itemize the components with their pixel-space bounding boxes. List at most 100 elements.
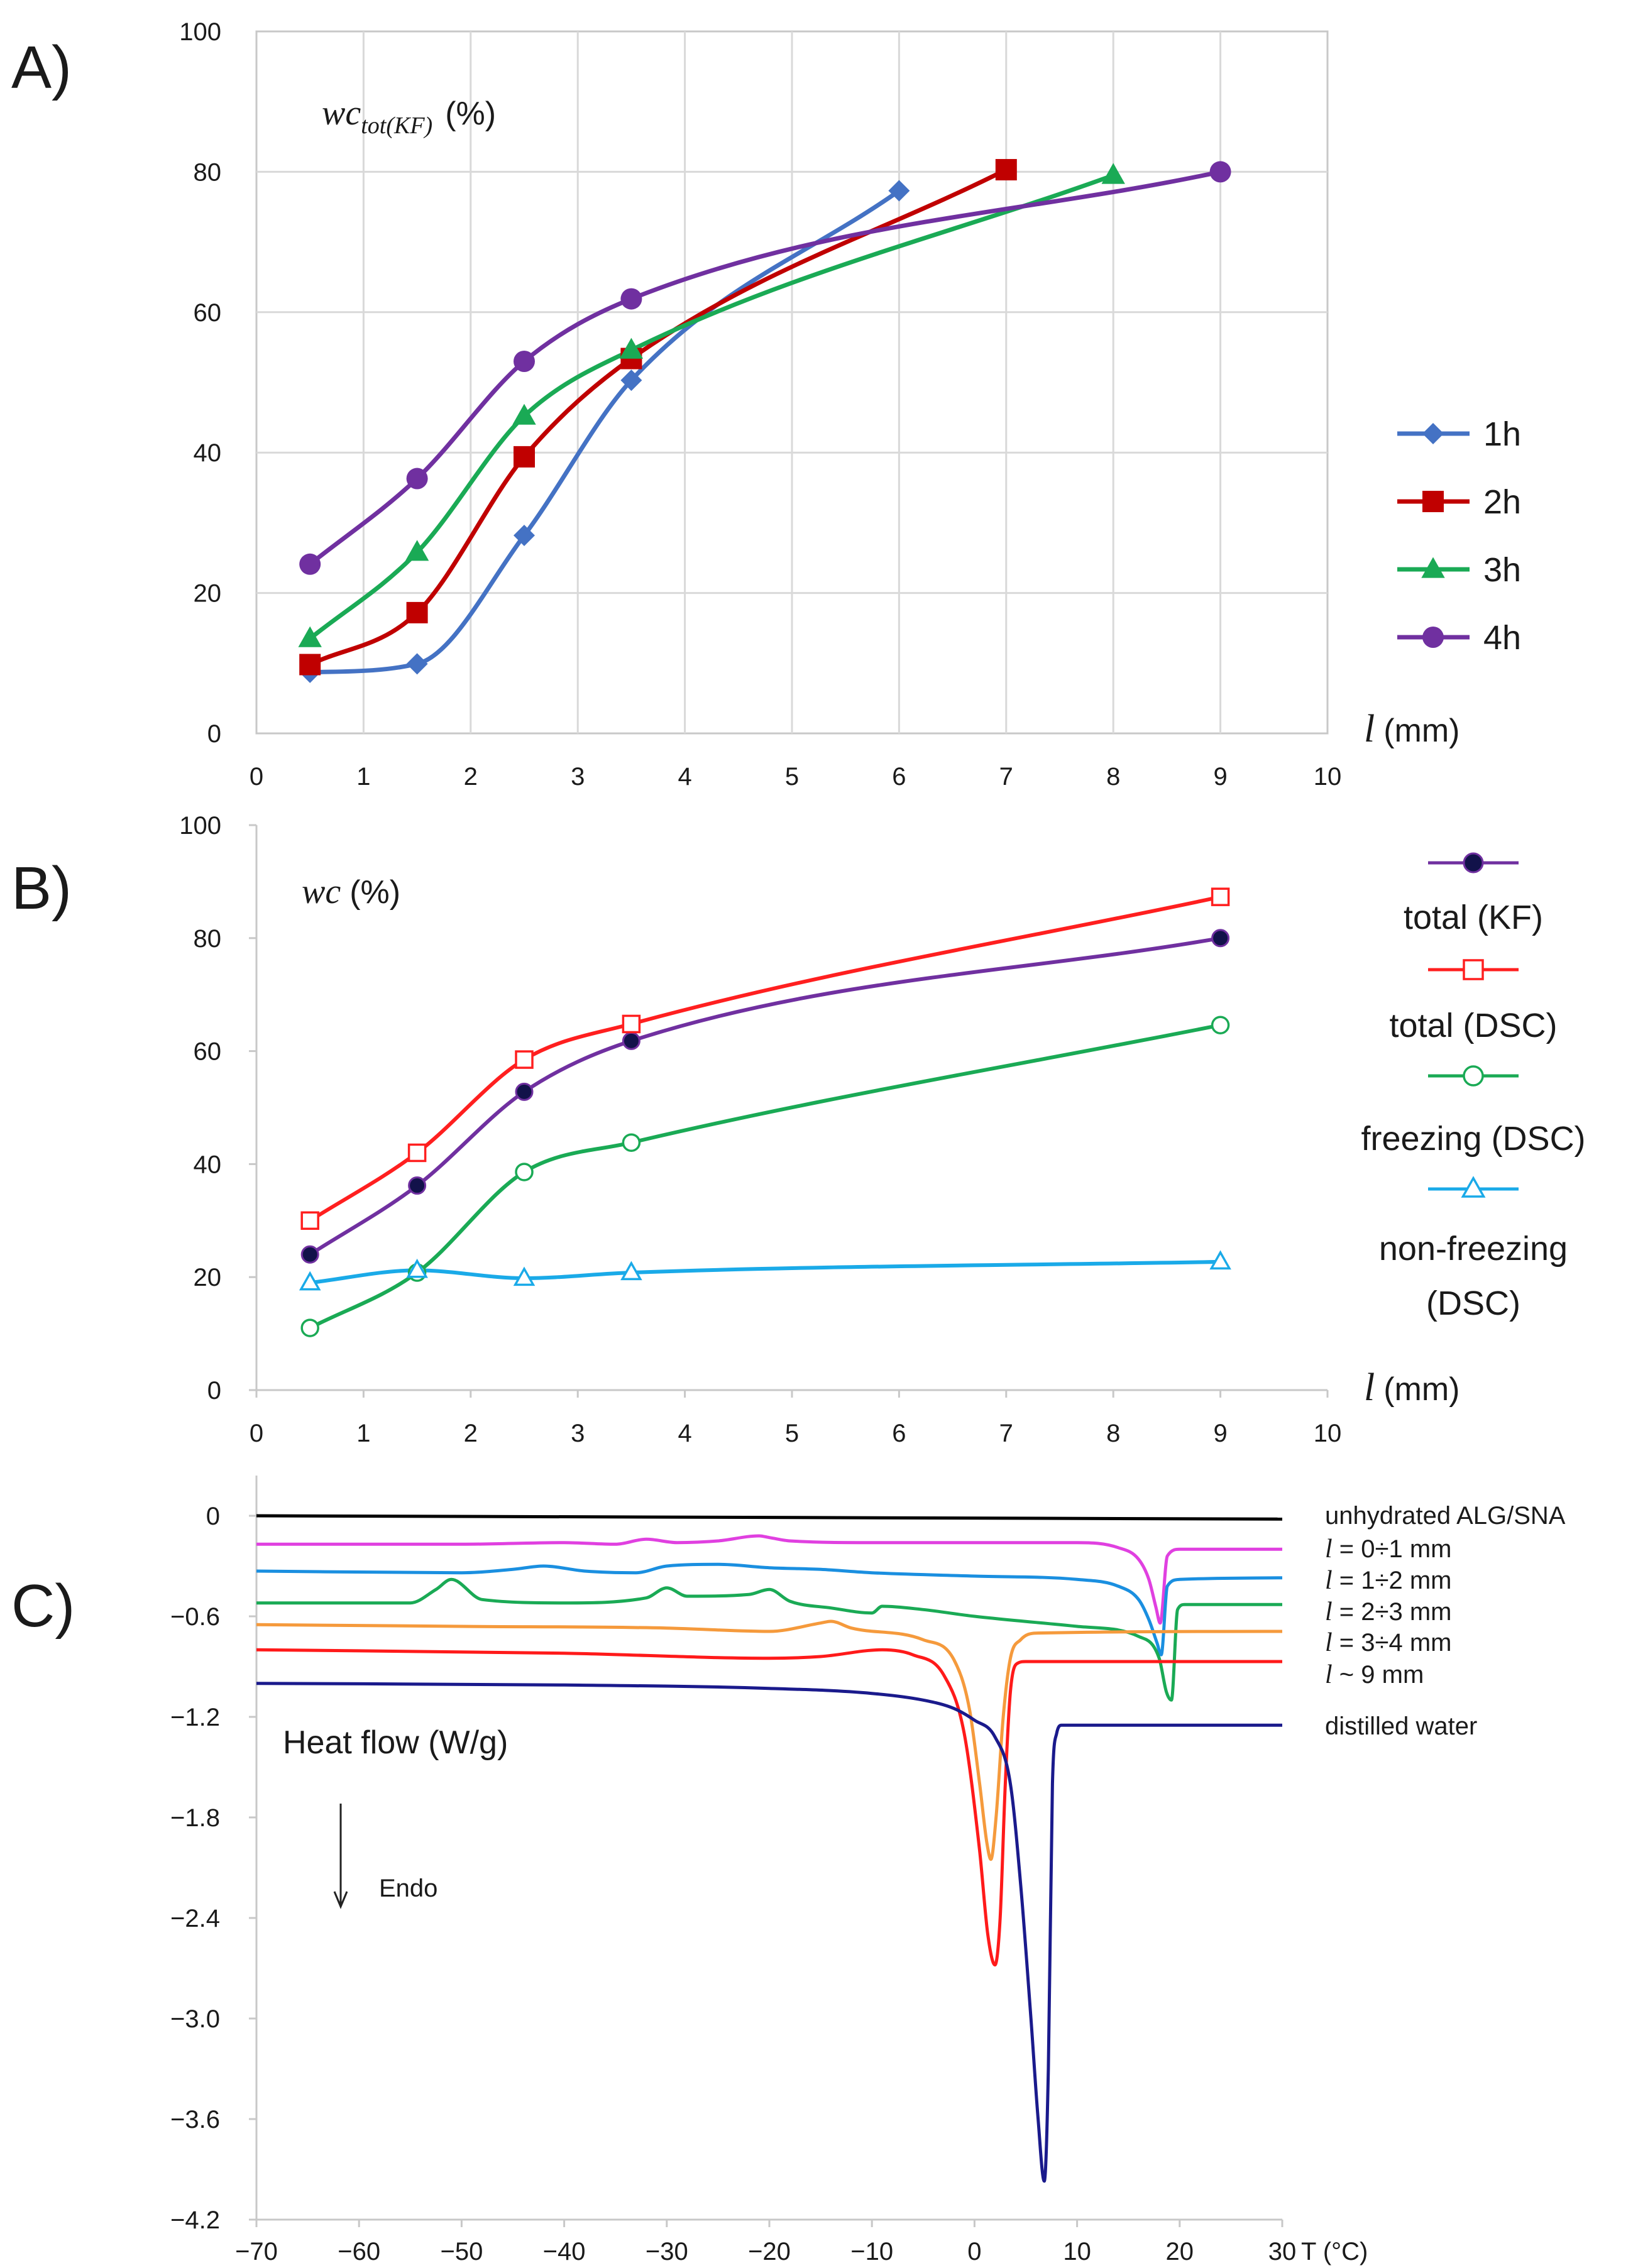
panel-c-xtick-label: −30 [646, 2238, 688, 2265]
panel-b-legend-label-total-kf: total (KF) [1404, 899, 1543, 936]
panel-b-legend-marker-non-freezing-dsc [1461, 1176, 1486, 1198]
panel-a-line-4h [307, 169, 1223, 567]
panel-c-ytick-label: −1.2 [170, 1704, 220, 1731]
panel-a-ytick-label: 80 [194, 158, 222, 186]
panel-a-point-4h [406, 468, 428, 490]
panel-a-legend-label-3h: 3h [1483, 551, 1521, 589]
panel-a-point-3h [1101, 163, 1125, 184]
panel-c-xtick-label: −40 [543, 2238, 586, 2265]
panel-a-point-2h [406, 601, 428, 623]
panel-b-point-freezing-dsc [300, 1318, 319, 1337]
panel-a-ylabel: wctot(KF) (%) [322, 94, 496, 139]
panel-a-xtick-label: 0 [250, 763, 263, 791]
panel-b-xtick-label: 5 [785, 1420, 799, 1447]
panel-b-point-total-kf [515, 1082, 534, 1101]
panel-a-xtick-label: 10 [1314, 763, 1342, 791]
panel-c-xtick-label: −10 [850, 2238, 893, 2265]
panel-b-point-freezing-dsc [1211, 1016, 1230, 1034]
endo-arrow-icon [333, 1804, 348, 1909]
panel-b-point-total-kf [622, 1031, 640, 1050]
panel-b-point-total-dsc [300, 1211, 319, 1230]
panel-c-line-distilled-water [256, 1682, 1282, 2183]
panel-b-xtick-label: 2 [464, 1420, 478, 1447]
panel-c-ytick-label: −3.6 [170, 2106, 220, 2134]
panel-a-point-3h [405, 540, 429, 561]
panel-b-markers [299, 887, 1231, 1337]
panel-a-point-4h [514, 350, 535, 372]
panel-c-ytick-label: 0 [206, 1503, 220, 1530]
panel-a-xtick-label: 7 [999, 763, 1013, 791]
panel-a-ytick-label: 0 [207, 720, 221, 748]
panel-b-point-total-dsc [407, 1143, 427, 1163]
panel-b-line-total-kf [308, 936, 1223, 1257]
panel-a-markers [298, 159, 1231, 683]
panel-a-line-3h [307, 173, 1116, 641]
panel-b-ytick-label: 20 [194, 1264, 222, 1291]
panel-a-xtick-label: 3 [571, 763, 585, 791]
panel-b-point-total-kf [1211, 929, 1230, 948]
panel-c-ylabel: Heat flow (W/g) [283, 1724, 508, 1761]
panel-b-point-total-dsc [1211, 887, 1230, 906]
panel-a-point-2h [299, 654, 321, 676]
panel-b-series-lines [308, 895, 1223, 1330]
panel-a-point-1h [620, 370, 642, 392]
panel-b-ytick-label: 60 [194, 1038, 222, 1066]
panel-a-xtick-label: 5 [785, 763, 799, 791]
panel-b-legend-label-total-dsc: total (DSC) [1389, 1007, 1557, 1044]
panel-a-point-3h [512, 403, 536, 425]
panel-a-xtick-label: 9 [1213, 763, 1227, 791]
panel-b-ytick-label: 100 [179, 812, 221, 840]
panel-c-line-l-1-2-mm [256, 1562, 1283, 1657]
panel-a-legend-marker-4h [1422, 627, 1444, 648]
panel-a-xtick-label: 6 [892, 763, 906, 791]
panel-a-legend: 1h 2h 3h 4h [1397, 415, 1521, 657]
panel-c-line-l-2-3-mm [256, 1577, 1282, 1702]
panel-c-line-l-9-mm [256, 1648, 1282, 1967]
panel-a-series-lines [307, 167, 1223, 675]
panel-a-point-4h [620, 288, 642, 310]
panel-c-ytick-label: −0.6 [170, 1603, 220, 1631]
panel-b-ytick-label: 80 [194, 925, 222, 953]
panel-a-line-1h [307, 189, 901, 675]
panel-c-ytick-label: −3.0 [170, 2005, 220, 2033]
panel-b-point-non-freezing-dsc [1209, 1250, 1231, 1270]
panel-b-line-non-freezing-dsc [308, 1259, 1223, 1285]
panel-c-xtick-label: −70 [235, 2238, 278, 2265]
panel-c-xlabel: T (°C) [1301, 2238, 1368, 2265]
panel-b-xtick-label: 8 [1106, 1420, 1120, 1447]
panel-b-point-non-freezing-dsc [513, 1266, 536, 1286]
panel-b-point-total-dsc [622, 1014, 641, 1034]
panel-a-point-3h [619, 337, 644, 359]
panel-a-ytick-label: 40 [194, 439, 222, 467]
panel-b-ytick-label: 40 [194, 1151, 222, 1178]
panel-b-ylabel: wc (%) [302, 872, 400, 911]
panel-c-ytick-label: −1.8 [170, 1804, 220, 1832]
panel-c: C) −70 −60 −50 −40 −30 −20 −10 0 10 20 30 0 −0.6 −1.2… [11, 1476, 1566, 2265]
panel-b-point-total-dsc [515, 1050, 534, 1069]
panel-b-xtick-label: 10 [1314, 1420, 1342, 1447]
panel-c-label-l12: l = 1÷2 mm [1325, 1566, 1451, 1595]
panel-b-legend-label-non-freezing-dsc: non-freezing (DSC) [1379, 1230, 1568, 1322]
panel-b-legend-marker-freezing-dsc [1463, 1065, 1484, 1087]
panel-a-point-4h [299, 553, 321, 575]
panel-b-xtick-label: 1 [356, 1420, 370, 1447]
panel-c-label-l9: l ~ 9 mm [1325, 1660, 1424, 1689]
panel-c-label-unhydrated: unhydrated ALG/SNA [1325, 1502, 1566, 1530]
panel-b-xtick-label: 6 [892, 1420, 906, 1447]
panel-b-ytick-label: 0 [207, 1377, 221, 1405]
panel-a-label: A) [11, 34, 72, 101]
panel-c-label-l01: l = 0÷1 mm [1325, 1535, 1451, 1564]
panel-a-point-1h [888, 180, 910, 202]
panel-a-point-4h [1209, 161, 1231, 183]
panel-a-ytick-label: 60 [194, 299, 222, 327]
panel-b-point-non-freezing-dsc [406, 1258, 428, 1278]
panel-a-legend-label-1h: 1h [1483, 415, 1521, 453]
panel-c-ytick-label: −4.2 [170, 2206, 220, 2234]
panel-b-point-total-kf [300, 1245, 319, 1264]
panel-a-legend-label-2h: 2h [1483, 483, 1521, 521]
panel-c-label-l34: l = 3÷4 mm [1325, 1628, 1451, 1657]
panel-b-legend-marker-total-dsc [1463, 959, 1484, 980]
panel-a-ytick-label: 20 [194, 580, 222, 608]
